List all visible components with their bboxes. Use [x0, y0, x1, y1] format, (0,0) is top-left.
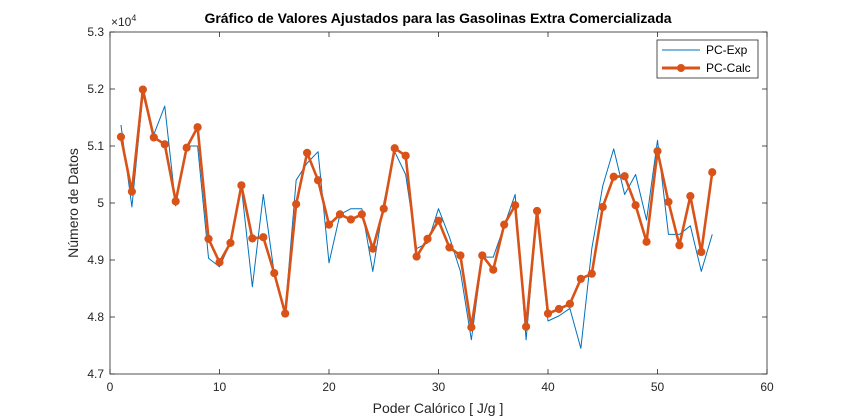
data-point-pc-calc [565, 299, 575, 308]
data-point-pc-calc [664, 197, 673, 206]
data-point-pc-calc [270, 269, 279, 278]
data-point-pc-calc [259, 233, 268, 242]
data-point-pc-calc [423, 234, 432, 244]
data-point-pc-calc [303, 148, 312, 157]
x-tick-label: 50 [651, 380, 665, 394]
data-point-pc-calc [116, 132, 126, 141]
data-point-pc-calc [401, 151, 410, 160]
data-point-pc-calc [248, 234, 257, 243]
data-point-pc-calc [478, 251, 487, 260]
data-point-pc-calc [193, 123, 202, 132]
data-point-pc-calc [598, 202, 607, 212]
legend-label-pc-calc: PC-Calc [706, 61, 751, 75]
data-point-pc-calc [127, 187, 136, 196]
series-layer [116, 85, 717, 349]
data-point-pc-calc [631, 201, 640, 210]
data-point-pc-calc [357, 210, 366, 219]
data-point-pc-calc [456, 251, 465, 260]
y-exponent-base: ×10 [111, 15, 132, 29]
legend-box [656, 39, 759, 79]
y-tick-label: 4.7 [87, 367, 104, 381]
data-point-pc-calc [292, 200, 301, 209]
data-point-pc-calc [160, 140, 169, 149]
data-point-pc-calc [576, 274, 585, 283]
y-tick-label: 4.9 [87, 253, 104, 267]
data-point-pc-calc [675, 241, 684, 250]
data-point-pc-calc [324, 220, 334, 229]
data-point-pc-calc [686, 192, 695, 201]
svg-text:×104: ×104 [111, 13, 136, 29]
x-axis-label: Poder Calórico [ J/g ] [373, 400, 504, 416]
x-tick-label: 30 [432, 380, 446, 394]
data-point-pc-calc [379, 204, 388, 213]
plot-area [110, 32, 767, 374]
legend-marker-pc-calc [677, 64, 685, 72]
data-point-pc-calc [149, 133, 158, 142]
x-tick-label: 40 [541, 380, 555, 394]
data-point-pc-calc [489, 265, 498, 274]
y-exponent-label: ×104 [111, 13, 136, 29]
ticks-layer: 0 10 20 30 40 50 60 4.7 4.8 4.9 5 5.1 5.2 5.3 [87, 25, 774, 394]
data-point-pc-calc [138, 85, 147, 94]
data-point-pc-calc [171, 197, 180, 206]
y-tick-label: 5 [97, 196, 104, 210]
data-point-pc-calc [346, 215, 355, 224]
data-point-pc-calc [215, 258, 224, 267]
data-point-pc-calc [554, 304, 564, 314]
data-point-pc-calc [467, 323, 476, 332]
data-point-pc-calc [620, 172, 629, 181]
x-tick-label: 0 [107, 380, 114, 394]
y-tick-label: 5.2 [87, 82, 104, 96]
data-point-pc-calc [226, 238, 235, 247]
data-point-pc-calc [642, 237, 651, 246]
data-point-pc-calc [313, 176, 323, 185]
x-tick-label: 60 [760, 380, 774, 394]
data-point-pc-calc [335, 210, 345, 219]
y-tick-label: 5.1 [87, 139, 104, 153]
x-tick-label: 20 [322, 380, 336, 394]
data-point-pc-calc [445, 243, 454, 252]
data-point-pc-calc [543, 309, 553, 318]
data-point-pc-calc [281, 309, 290, 318]
data-point-pc-calc [532, 206, 542, 216]
data-point-pc-calc [182, 143, 191, 152]
y-tick-label: 4.8 [87, 310, 104, 324]
legend-label-pc-exp: PC-Exp [706, 43, 748, 57]
data-point-pc-calc [204, 234, 213, 244]
data-point-pc-calc [708, 168, 717, 177]
data-point-pc-calc [609, 172, 618, 181]
data-point-pc-calc [653, 147, 662, 156]
data-point-pc-calc [237, 181, 246, 190]
chart-title: Gráfico de Valores Ajustados para las Ga… [204, 10, 671, 26]
y-axis-label: Número de Datos [65, 148, 81, 258]
data-point-pc-calc [368, 244, 377, 253]
data-point-pc-calc [412, 252, 421, 261]
y-exponent-power: 4 [131, 13, 136, 23]
data-point-pc-calc [434, 216, 443, 225]
data-point-pc-calc [697, 247, 706, 257]
data-point-pc-calc [522, 322, 531, 331]
data-point-pc-calc [390, 144, 399, 153]
x-tick-label: 10 [213, 380, 227, 394]
legend: PC-Exp PC-Calc [656, 39, 759, 79]
data-point-pc-calc [511, 201, 520, 210]
data-point-pc-calc [587, 269, 596, 278]
data-point-pc-calc [500, 220, 509, 229]
y-tick-label: 5.3 [87, 25, 104, 39]
